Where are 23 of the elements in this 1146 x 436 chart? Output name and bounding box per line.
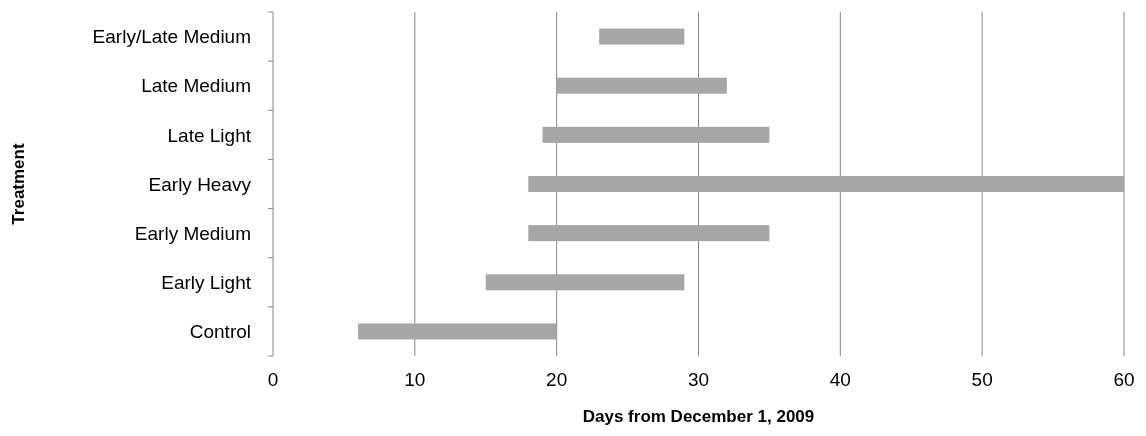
x-tick-label: 0: [267, 369, 279, 390]
bar: [485, 274, 685, 291]
y-tick-label: Early Medium: [134, 222, 251, 244]
y-tick-label: Control: [189, 321, 251, 343]
bar: [599, 28, 685, 45]
bar: [528, 176, 1124, 192]
y-tick-label: Early/Late Medium: [92, 26, 251, 48]
x-tick-label: 10: [404, 369, 426, 390]
bar: [358, 323, 557, 340]
bar: [528, 225, 770, 242]
y-axis-title: Treatment: [9, 143, 28, 225]
bar: [556, 77, 727, 94]
y-tick-label: Late Medium: [141, 75, 251, 97]
x-axis-title: Days from December 1, 2009: [582, 407, 815, 426]
y-tick-label: Early Heavy: [148, 173, 252, 195]
x-tick-label: 30: [687, 369, 710, 390]
y-tick-label: Early Light: [161, 271, 252, 293]
bar: [542, 126, 770, 143]
x-tick-label: 50: [971, 369, 993, 390]
x-tick-label: 20: [546, 369, 568, 390]
x-tick-label: 40: [829, 369, 851, 390]
x-tick-label: 60: [1113, 369, 1135, 390]
y-tick-label: Late Light: [167, 124, 252, 146]
